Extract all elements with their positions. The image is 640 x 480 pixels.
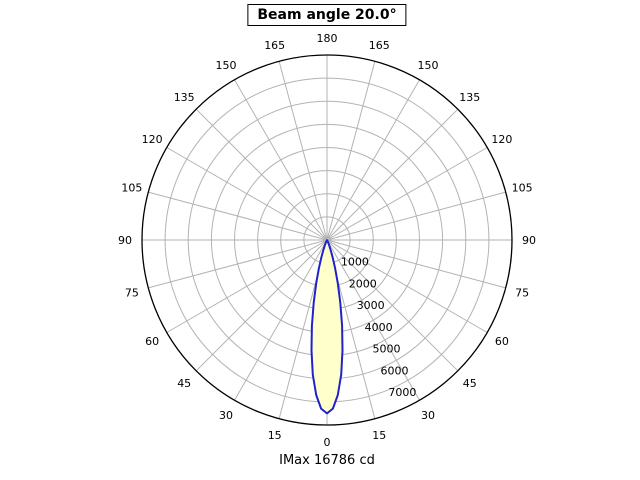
radial-tick-label: 2000 (349, 278, 377, 291)
angle-tick-label: 135 (174, 91, 195, 104)
polar-outer-circle (141, 54, 513, 426)
angle-tick-label: 15 (268, 429, 282, 442)
angle-tick-label: 90 (522, 234, 536, 247)
angle-tick-label: 30 (421, 409, 435, 422)
angle-tick-label: 90 (118, 234, 132, 247)
angle-tick-label: 105 (512, 182, 533, 195)
angle-tick-label: 150 (216, 59, 237, 72)
radial-tick-label: 4000 (365, 321, 393, 334)
imax-caption: IMax 16786 cd (279, 453, 375, 468)
radial-tick-label: 1000 (341, 256, 369, 269)
angle-tick-label: 105 (121, 182, 142, 195)
angle-tick-label: 15 (372, 429, 386, 442)
angle-tick-label: 135 (459, 91, 480, 104)
angle-tick-label: 165 (369, 39, 390, 52)
angle-tick-label: 60 (145, 335, 159, 348)
angle-tick-label: 120 (142, 133, 163, 146)
angle-tick-label: 75 (125, 286, 139, 299)
angle-tick-label: 180 (317, 32, 338, 45)
radial-tick-label: 7000 (388, 386, 416, 399)
angle-tick-label: 75 (515, 286, 529, 299)
angle-tick-label: 45 (463, 377, 477, 390)
angle-tick-label: 30 (219, 409, 233, 422)
radial-tick-label: 5000 (373, 343, 401, 356)
radial-tick-label: 3000 (357, 299, 385, 312)
beam-lobe (310, 239, 344, 415)
angle-tick-label: 120 (491, 133, 512, 146)
angle-tick-label: 60 (495, 335, 509, 348)
angle-tick-label: 150 (418, 59, 439, 72)
angle-tick-label: 0 (324, 436, 331, 449)
radial-tick-label: 6000 (381, 364, 409, 377)
angle-tick-label: 45 (177, 377, 191, 390)
chart-title: Beam angle 20.0° (247, 4, 407, 26)
angle-tick-label: 165 (264, 39, 285, 52)
